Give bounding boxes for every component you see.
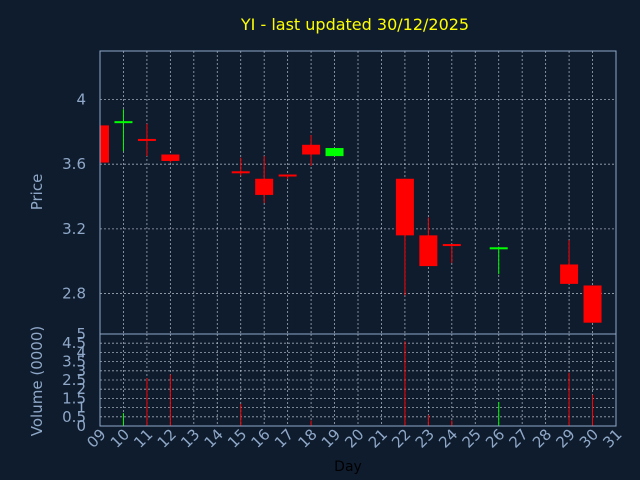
volume-tick-label: 4.5 [62, 334, 86, 352]
price-tick-label: 3.6 [62, 155, 86, 173]
price-tick-label: 4 [76, 91, 86, 109]
candle-body [255, 178, 274, 195]
candle-body [100, 125, 109, 163]
volume-tick-label: 3.5 [62, 353, 86, 371]
x-axis-label: Day [334, 459, 362, 475]
candle-body [302, 144, 321, 155]
candle-body [137, 138, 156, 141]
volume-tick-label: 1 [76, 399, 86, 417]
volume-tick-label: 5 [76, 325, 86, 343]
volume-y-ticks: 00.511.522.533.544.55 [62, 325, 86, 435]
candle-body [442, 244, 461, 247]
price-tick-label: 2.8 [62, 285, 86, 303]
volume-axis-label: Volume (0000) [28, 326, 46, 436]
candle-body [583, 285, 602, 323]
candle-body [419, 235, 438, 267]
candles [99, 109, 602, 323]
candle-body [560, 264, 579, 284]
candle-body [278, 174, 297, 177]
chart-title: YI - last updated 30/12/2025 [240, 15, 469, 34]
volume-plot-frame [99, 333, 617, 427]
volume-tick-label: 0.5 [62, 408, 86, 426]
volume-tick-label: 3 [76, 362, 86, 380]
volume-tick-label: 2 [76, 380, 86, 398]
price-y-ticks: 2.8 3.2 3.6 4 [62, 91, 86, 303]
volume-tick-label: 1.5 [62, 389, 86, 407]
candle-body [161, 154, 180, 161]
volume-bars [122, 341, 594, 426]
candle-body [395, 178, 414, 236]
candle-body [114, 121, 133, 124]
volume-tick-label: 0 [76, 417, 86, 435]
price-tick-label: 3.2 [62, 220, 86, 238]
candle-body [231, 171, 250, 174]
volume-tick-label: 4 [76, 343, 86, 361]
x-ticks: 0910111213141516171819202122232425262728… [83, 425, 625, 451]
price-axis-label: Price [28, 174, 46, 211]
candle-body [489, 247, 508, 250]
volume-tick-label: 2.5 [62, 371, 86, 389]
candle-body [325, 148, 344, 157]
